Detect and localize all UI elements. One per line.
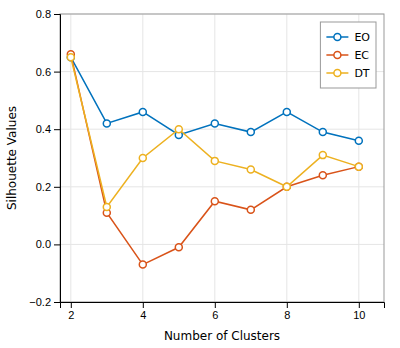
point bbox=[355, 163, 362, 170]
x-axis-title: Number of Clusters bbox=[164, 329, 280, 343]
point bbox=[247, 129, 254, 136]
grid-line-y bbox=[60, 186, 384, 187]
point bbox=[139, 108, 146, 115]
tick-mark bbox=[359, 302, 360, 308]
plot: 2 4 6 8 10 −0.2 0.0 0.2 0.4 0.6 0.8 EO EC DT bbox=[29, 8, 384, 321]
point bbox=[283, 183, 290, 190]
tick-label: −0.2 bbox=[29, 296, 51, 308]
point bbox=[175, 126, 182, 133]
tick-label: 0.8 bbox=[36, 8, 51, 20]
legend-marker bbox=[334, 34, 341, 41]
tick: 8 bbox=[284, 302, 290, 321]
tick-mark bbox=[215, 302, 216, 308]
tick-label: 10 bbox=[353, 309, 365, 321]
point bbox=[319, 129, 326, 136]
tick: 6 bbox=[212, 302, 218, 321]
point bbox=[67, 54, 74, 61]
tick: 0.6 bbox=[36, 66, 60, 78]
tick-mark bbox=[54, 302, 60, 303]
legend-marker bbox=[334, 52, 341, 59]
series bbox=[67, 54, 362, 145]
legend-entry: EO bbox=[326, 31, 370, 44]
tick-mark bbox=[71, 302, 72, 308]
axis-line bbox=[61, 303, 385, 309]
legend: EO EC DT bbox=[320, 22, 376, 88]
grid-line-x bbox=[286, 14, 287, 302]
point bbox=[67, 54, 74, 61]
tick-mark bbox=[54, 187, 60, 188]
tick: 0.8 bbox=[36, 8, 60, 20]
point bbox=[103, 120, 110, 127]
tick-label: 0.2 bbox=[36, 181, 51, 193]
line bbox=[71, 57, 359, 207]
line bbox=[71, 54, 359, 264]
point bbox=[355, 163, 362, 170]
y-axis: −0.2 0.0 0.2 0.4 0.6 0.8 bbox=[29, 8, 60, 308]
point bbox=[103, 203, 110, 210]
point bbox=[211, 120, 218, 127]
legend-label: DT bbox=[354, 67, 369, 80]
tick-label: 0.4 bbox=[36, 123, 51, 135]
tick: 0.0 bbox=[36, 238, 60, 250]
series bbox=[67, 51, 362, 268]
tick-label: 0.0 bbox=[36, 238, 51, 250]
point bbox=[283, 183, 290, 190]
point bbox=[283, 108, 290, 115]
y-axis-title: Silhouette Values bbox=[5, 106, 19, 210]
tick: −0.2 bbox=[29, 296, 60, 308]
grid-line-y bbox=[60, 129, 384, 130]
point bbox=[319, 152, 326, 159]
tick-label: 6 bbox=[212, 309, 218, 321]
point bbox=[211, 198, 218, 205]
line bbox=[71, 57, 359, 141]
tick-mark bbox=[143, 302, 144, 308]
tick-mark bbox=[287, 302, 288, 308]
tick: 0.4 bbox=[36, 123, 60, 135]
tick: 4 bbox=[140, 302, 146, 321]
chart: 2 4 6 8 10 −0.2 0.0 0.2 0.4 0.6 0.8 EO EC DT Number of… bbox=[0, 0, 400, 348]
tick-mark bbox=[54, 72, 60, 73]
point bbox=[355, 137, 362, 144]
tick-label: 0.6 bbox=[36, 66, 51, 78]
point bbox=[211, 157, 218, 164]
tick-mark bbox=[54, 244, 60, 245]
tick-mark bbox=[54, 14, 60, 15]
plot-frame bbox=[60, 14, 384, 302]
tick: 10 bbox=[353, 302, 365, 321]
point bbox=[247, 206, 254, 213]
point bbox=[139, 155, 146, 162]
legend-label: EC bbox=[354, 49, 369, 62]
legend-label: EO bbox=[354, 31, 370, 44]
legend-marker bbox=[334, 70, 341, 77]
grid-line-y bbox=[60, 244, 384, 245]
marks bbox=[67, 51, 362, 268]
tick: 0.2 bbox=[36, 181, 60, 193]
tick-label: 2 bbox=[68, 309, 74, 321]
x-axis: 2 4 6 8 10 bbox=[61, 302, 385, 321]
axis-line bbox=[54, 15, 61, 303]
legend-entry: DT bbox=[326, 67, 369, 80]
legend-entry: EC bbox=[326, 49, 369, 62]
point bbox=[175, 244, 182, 251]
tick: 2 bbox=[68, 302, 74, 321]
point bbox=[139, 261, 146, 268]
point bbox=[247, 166, 254, 173]
series bbox=[67, 54, 362, 211]
tick-label: 8 bbox=[284, 309, 290, 321]
legend-box bbox=[320, 22, 376, 88]
tick-label: 4 bbox=[140, 309, 146, 321]
grid bbox=[60, 14, 384, 302]
point bbox=[319, 172, 326, 179]
tick-mark bbox=[54, 129, 60, 130]
